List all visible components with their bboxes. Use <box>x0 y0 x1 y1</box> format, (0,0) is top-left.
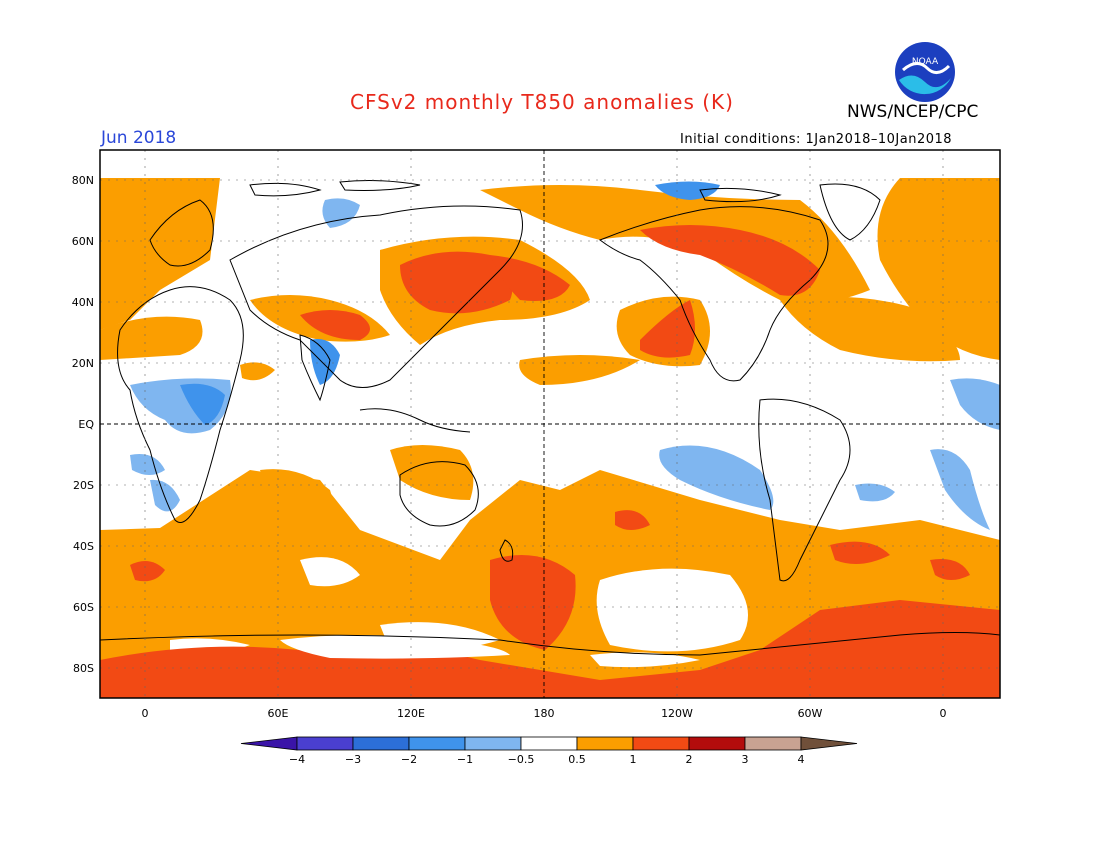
longitude-labels: 0 60E 120E 180 120W 60W 0 <box>142 707 947 720</box>
lon-label: 120E <box>397 707 425 720</box>
latitude-labels: 80N 60N 40N 20N EQ 20S 40S 60S 80S <box>72 174 95 675</box>
colorbar-label: 0.5 <box>568 753 586 766</box>
colorbar-label: −1 <box>457 753 473 766</box>
coastlines <box>100 180 1000 656</box>
colorbar-swatch <box>688 736 746 751</box>
lon-label: 180 <box>534 707 555 720</box>
colorbar-label: 4 <box>798 753 805 766</box>
colorbar-label: −2 <box>401 753 417 766</box>
lat-label: 20N <box>72 357 94 370</box>
lon-label: 120W <box>661 707 693 720</box>
colorbar-arrow-high <box>800 736 858 751</box>
agency-label: NWS/NCEP/CPC <box>847 102 979 122</box>
colorbar-label: 2 <box>686 753 693 766</box>
lat-label: 20S <box>73 479 94 492</box>
map-frame <box>99 149 1001 699</box>
lon-label: 60E <box>268 707 289 720</box>
colorbar-label: 3 <box>742 753 749 766</box>
colorbar-swatch <box>296 736 354 751</box>
reference-lines <box>100 150 1000 698</box>
colorbar-swatch <box>464 736 522 751</box>
colorbar-swatch <box>408 736 466 751</box>
lat-label: 40N <box>72 296 94 309</box>
lat-label: 80S <box>73 662 94 675</box>
lon-label: 60W <box>798 707 823 720</box>
lon-label: 0 <box>142 707 149 720</box>
colorbar-label: −3 <box>345 753 361 766</box>
initial-conditions: Initial conditions: 1Jan2018–10Jan2018 <box>680 132 953 147</box>
colorbar-label: −4 <box>289 753 305 766</box>
graticule <box>100 150 1000 698</box>
map-title: CFSv2 monthly T850 anomalies (K) <box>350 90 734 114</box>
noaa-logo: NOAA <box>893 40 957 108</box>
forecast-period: Jun 2018 <box>101 128 177 148</box>
colorbar-swatch <box>520 736 578 751</box>
lat-label: 80N <box>72 174 94 187</box>
colorbar-swatch <box>744 736 802 751</box>
colorbar-swatch <box>632 736 690 751</box>
svg-text:NOAA: NOAA <box>912 57 939 67</box>
lat-label: 40S <box>73 540 94 553</box>
lon-label: 0 <box>940 707 947 720</box>
lat-label: 60S <box>73 601 94 614</box>
colorbar-label: 1 <box>630 753 637 766</box>
colorbar <box>240 736 858 751</box>
colorbar-labels: −4 −3 −2 −1 −0.5 0.5 1 2 3 4 <box>289 753 805 766</box>
colorbar-arrow-low <box>240 736 298 751</box>
lat-label: EQ <box>78 418 94 431</box>
colorbar-swatch <box>576 736 634 751</box>
colorbar-label: −0.5 <box>508 753 535 766</box>
colorbar-swatch <box>352 736 410 751</box>
lat-label: 60N <box>72 235 94 248</box>
